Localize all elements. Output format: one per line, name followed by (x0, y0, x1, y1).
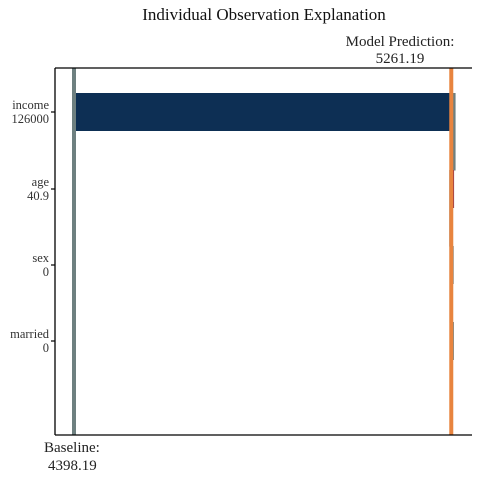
baseline-value: 4398.19 (48, 458, 97, 474)
ylabel-name-age: age (32, 175, 50, 189)
baseline-label: Baseline: (44, 440, 100, 456)
ylabel-name-income: income (12, 98, 49, 112)
bar-income (74, 93, 455, 131)
ylabel-value-married: 0 (43, 341, 49, 355)
ylabel-value-age: 40.9 (27, 189, 49, 203)
ylabel-value-income: 126000 (12, 112, 50, 126)
ylabel-value-sex: 0 (43, 265, 49, 279)
overlay-group (72, 68, 454, 435)
prediction-value: 5261.19 (376, 51, 425, 67)
bars-group (74, 93, 456, 361)
ylabel-name-sex: sex (32, 251, 49, 265)
chart-title: Individual Observation Explanation (142, 5, 386, 24)
ylabel-name-married: married (10, 327, 50, 341)
prediction-label: Model Prediction: (346, 34, 455, 50)
